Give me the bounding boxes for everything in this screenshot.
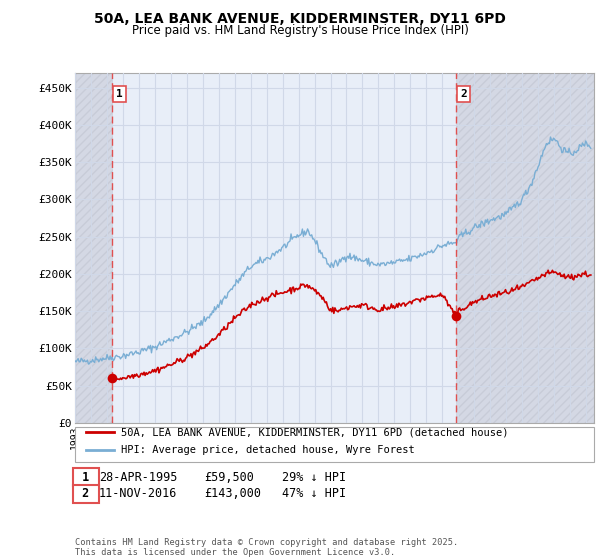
Text: 50A, LEA BANK AVENUE, KIDDERMINSTER, DY11 6PD (detached house): 50A, LEA BANK AVENUE, KIDDERMINSTER, DY1… [121,427,509,437]
Bar [75,73,112,423]
Text: HPI: Average price, detached house, Wyre Forest: HPI: Average price, detached house, Wyre… [121,445,415,455]
Bar [456,73,594,423]
Text: Price paid vs. HM Land Registry's House Price Index (HPI): Price paid vs. HM Land Registry's House … [131,24,469,37]
Text: 29% ↓ HPI: 29% ↓ HPI [282,470,346,484]
Text: 50A, LEA BANK AVENUE, KIDDERMINSTER, DY11 6PD: 50A, LEA BANK AVENUE, KIDDERMINSTER, DY1… [94,12,506,26]
Text: 47% ↓ HPI: 47% ↓ HPI [282,487,346,501]
Text: Contains HM Land Registry data © Crown copyright and database right 2025.
This d: Contains HM Land Registry data © Crown c… [75,538,458,557]
Text: 2: 2 [460,89,467,99]
Text: 1: 1 [116,89,123,99]
Text: £59,500: £59,500 [204,470,254,484]
Text: 2: 2 [75,487,97,501]
Text: 1: 1 [75,470,97,484]
Text: £143,000: £143,000 [204,487,261,501]
Text: 28-APR-1995: 28-APR-1995 [99,470,178,484]
Text: 11-NOV-2016: 11-NOV-2016 [99,487,178,501]
